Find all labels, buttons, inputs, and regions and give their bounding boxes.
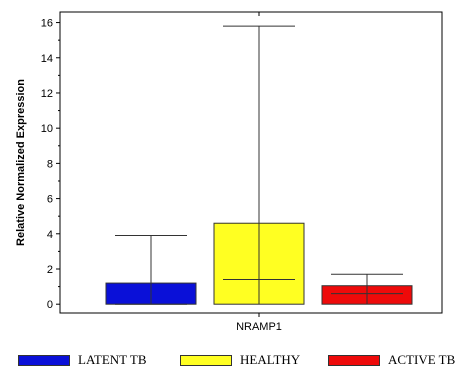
y-axis-label: Relative Normalized Expression [15,79,27,246]
plot-border [59,11,443,314]
boxes [105,25,413,305]
legend-label: ACTIVE TB [388,352,456,367]
y-tick-label: 12 [41,88,53,100]
y-tick-label: 10 [41,123,53,135]
legend: LATENT TB HEALTHY ACTIVE TB [0,352,461,372]
plot-frame [59,11,443,314]
legend-item-active-tb: ACTIVE TB [328,352,455,368]
y-tick-label: 16 [41,18,53,30]
y-tick-label: 2 [47,264,53,276]
y-tick-label: 8 [47,158,53,170]
y-tick-label: 6 [47,194,53,206]
chart: 0 2 4 6 8 10 12 14 16 NRAMP1 Relative Normalized… [15,11,443,333]
legend-item-healthy: HEALTHY [180,352,300,368]
legend-swatch [180,354,232,366]
legend-label: HEALTHY [240,352,301,367]
x-tick-label: NRAMP1 [236,321,282,333]
legend-item-latent-tb: LATENT TB [18,352,147,368]
legend-swatch [328,354,380,366]
legend-swatch [18,354,70,366]
y-tick-label: 14 [41,53,53,65]
y-tick-label: 0 [47,299,53,311]
legend-label: LATENT TB [78,352,147,367]
y-tick-label: 4 [47,229,53,241]
y-axis: 0 2 4 6 8 10 12 14 16 [41,12,260,317]
